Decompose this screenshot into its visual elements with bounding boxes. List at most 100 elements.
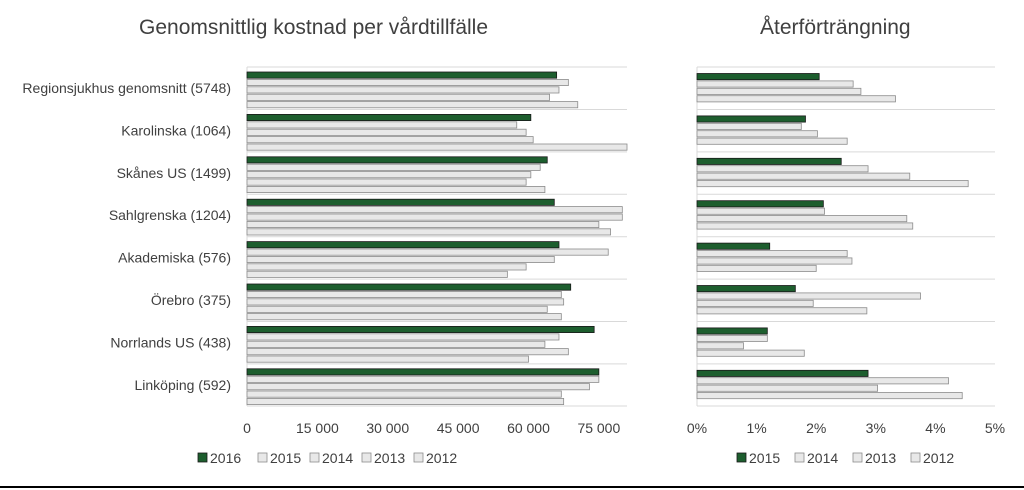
bar-2012 [696,137,848,145]
bar-2013 [696,342,744,350]
bar-2013 [696,384,878,392]
bar-2012 [246,313,562,321]
legend-label-2013: 2013 [865,450,896,466]
bar-2012 [696,180,969,188]
bar-2016 [246,198,555,206]
bar-2014 [696,250,848,258]
bar-2014 [696,334,768,342]
bottom-rule [0,486,1024,488]
bar-2015 [246,121,518,129]
legend-swatch-2012 [413,452,424,463]
bar-2013 [246,136,534,144]
legend-label-2014: 2014 [322,450,353,466]
bar-2012 [246,397,565,405]
bar-2014 [246,171,532,179]
bar-2016 [246,71,558,79]
bar-2016 [246,156,548,164]
legend-label-2012: 2012 [923,450,954,466]
chart-title-cost: Genomsnittlig kostnad per vårdtillfälle [139,16,489,39]
bar-2016 [246,325,595,333]
bar-2015 [696,242,771,250]
bar-2012 [246,270,508,278]
x-tick-label: 15 000 [296,420,339,436]
bar-2014 [246,383,590,391]
legend-swatch-2014 [794,452,805,463]
bar-2014 [696,122,802,130]
bar-2013 [696,130,818,138]
bar-2013 [696,257,853,265]
legend-swatch-2012 [910,452,921,463]
bar-2013 [696,215,908,223]
chart-title-restenosis: Återförträngning [760,16,911,39]
bar-2012 [246,185,546,193]
category-label: Akademiska (576) [118,250,231,266]
bar-2015 [696,73,820,81]
bar-2015 [246,206,623,214]
bar-2013 [696,87,862,95]
category-label: Skånes US (1499) [117,165,231,181]
bar-2014 [246,340,546,348]
x-tick-label: 0 [243,420,251,436]
bar-2014 [246,298,565,306]
x-tick-label: 60 000 [507,420,550,436]
bar-2015 [246,375,600,383]
bar-2012 [696,392,963,400]
bar-2013 [246,390,562,398]
bar-2015 [696,200,824,208]
x-tick-label: 5% [985,420,1005,436]
bar-2013 [246,263,527,271]
legend-label-2013: 2013 [374,450,405,466]
bar-2016 [246,241,560,249]
bar-2014 [696,165,869,173]
bar-2015 [696,157,842,165]
legend-swatch-2015 [736,452,747,463]
x-tick-label: 75 000 [577,420,620,436]
legend-label-2012: 2012 [426,450,457,466]
bar-2015 [696,369,869,377]
legend-swatch-2014 [309,452,320,463]
bar-2014 [246,128,527,136]
legend-swatch-2013 [852,452,863,463]
bar-2012 [696,95,896,103]
x-tick-label: 1% [746,420,766,436]
bar-2014 [696,80,854,88]
legend-swatch-2013 [361,452,372,463]
bar-2015 [696,327,768,335]
x-tick-label: 0% [687,420,707,436]
bar-2014 [696,292,921,300]
bar-2015 [246,79,569,87]
legend-label-2015: 2015 [270,450,301,466]
legend-swatch-2015 [257,452,268,463]
legend-label-2016: 2016 [210,450,241,466]
bar-2012 [246,101,579,109]
bar-2014 [246,86,560,94]
category-label: Karolinska (1064) [121,122,231,138]
bar-2012 [696,264,817,272]
bar-2013 [246,93,550,101]
legend-swatch-2016 [197,452,208,463]
category-label: Linköping (592) [134,377,231,393]
category-label: Sahlgrenska (1204) [109,207,231,223]
bar-2013 [246,348,569,356]
bar-2014 [246,255,555,263]
x-tick-label: 30 000 [366,420,409,436]
bar-2016 [246,114,532,122]
x-tick-label: 3% [866,420,886,436]
bar-2012 [696,222,914,230]
bar-2014 [246,213,623,221]
bar-2014 [696,377,949,385]
bar-2015 [246,248,609,256]
bar-2012 [246,143,628,151]
x-tick-label: 4% [925,420,945,436]
bar-2015 [246,163,541,171]
x-tick-label: 45 000 [437,420,480,436]
bar-2012 [246,355,529,363]
bar-2015 [246,290,562,298]
bar-2012 [696,307,868,315]
legend-label-2015: 2015 [749,450,780,466]
bar-2014 [696,207,825,215]
legend-label-2014: 2014 [807,450,838,466]
bar-2015 [696,115,806,123]
bar-2016 [246,283,572,291]
bar-2013 [696,299,814,307]
